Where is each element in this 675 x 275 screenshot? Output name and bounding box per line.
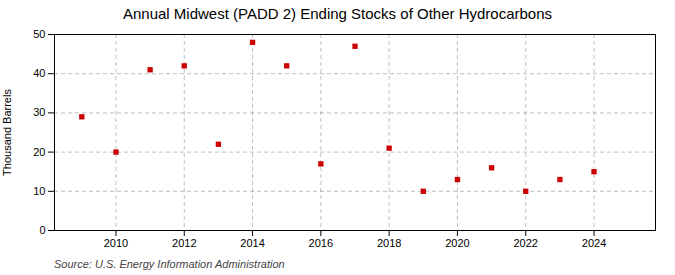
- svg-text:2024: 2024: [582, 237, 606, 249]
- svg-text:2010: 2010: [104, 237, 128, 249]
- svg-text:2014: 2014: [240, 237, 264, 249]
- svg-text:40: 40: [33, 67, 45, 79]
- html-text:Annual Midwest (PADD 2) Ending: Annual Midwest (PADD 2) Ending Stocks of…: [123, 5, 552, 22]
- svg-text:30: 30: [33, 106, 45, 118]
- svg-text:20: 20: [33, 146, 45, 158]
- svg-text:0: 0: [39, 224, 45, 236]
- svg-text:2016: 2016: [309, 237, 333, 249]
- svg-text:2012: 2012: [172, 237, 196, 249]
- html-text:Source: U.S. Energy Informatio: Source: U.S. Energy Information Administ…: [54, 258, 285, 270]
- svg-text:2022: 2022: [513, 237, 537, 249]
- svg-text:2018: 2018: [377, 237, 401, 249]
- svg-text:Thousand Barrels: Thousand Barrels: [1, 89, 13, 176]
- svg-text:50: 50: [33, 28, 45, 40]
- svg-text:10: 10: [33, 185, 45, 197]
- svg-text:2020: 2020: [445, 237, 469, 249]
